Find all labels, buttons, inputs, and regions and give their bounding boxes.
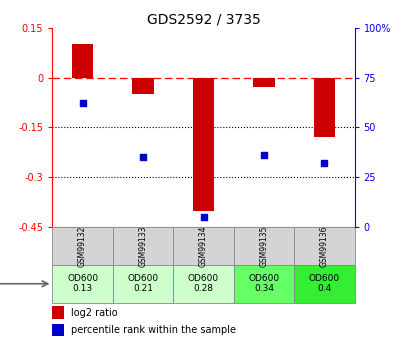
Bar: [52, 324, 64, 336]
Text: GSM99135: GSM99135: [260, 225, 268, 267]
Bar: [294, 265, 355, 303]
Bar: [193, 78, 214, 210]
Bar: [173, 265, 234, 303]
Title: GDS2592 / 3735: GDS2592 / 3735: [147, 12, 260, 27]
Bar: [173, 227, 234, 265]
Text: percentile rank within the sample: percentile rank within the sample: [71, 325, 235, 335]
Bar: [234, 227, 294, 265]
Bar: [52, 306, 64, 318]
Text: log2 ratio: log2 ratio: [71, 307, 117, 317]
Point: [200, 215, 207, 220]
Text: GSM99136: GSM99136: [320, 225, 329, 267]
Bar: [294, 227, 355, 265]
Bar: [52, 227, 113, 265]
Text: GSM99132: GSM99132: [78, 225, 87, 267]
Point: [79, 101, 86, 106]
Text: OD600
0.34: OD600 0.34: [248, 274, 280, 294]
Text: OD600
0.13: OD600 0.13: [67, 274, 98, 294]
Text: OD600
0.28: OD600 0.28: [188, 274, 219, 294]
Bar: [113, 265, 173, 303]
Bar: [133, 78, 154, 94]
Bar: [72, 44, 93, 78]
Bar: [253, 78, 274, 88]
Bar: [52, 265, 113, 303]
Text: GSM99134: GSM99134: [199, 225, 208, 267]
Point: [261, 152, 267, 158]
Bar: [234, 265, 294, 303]
Point: [321, 160, 328, 166]
Point: [140, 155, 146, 160]
Bar: [314, 78, 335, 137]
Text: GSM99133: GSM99133: [139, 225, 147, 267]
Text: OD600
0.4: OD600 0.4: [309, 274, 340, 294]
Bar: [113, 227, 173, 265]
Text: OD600
0.21: OD600 0.21: [127, 274, 159, 294]
